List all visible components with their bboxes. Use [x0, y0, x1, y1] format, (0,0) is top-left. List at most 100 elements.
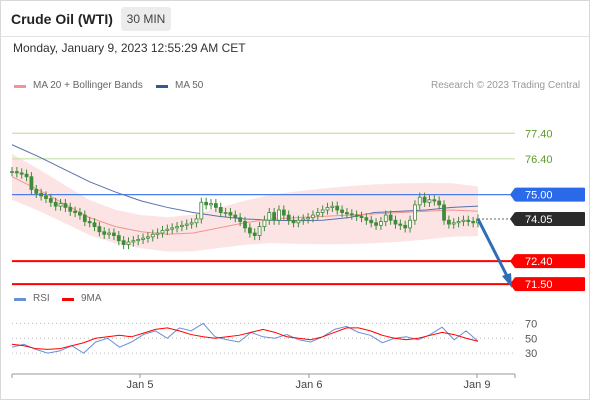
- candle-body: [116, 235, 121, 242]
- level-tag-75-00: [515, 187, 585, 202]
- candle-body: [213, 203, 218, 208]
- candle-body: [121, 240, 126, 245]
- candle-body: [262, 219, 267, 228]
- candle-body: [301, 218, 306, 221]
- candle-body: [403, 224, 408, 229]
- instrument-title: Crude Oil (WTI): [11, 11, 113, 27]
- candle-body: [417, 196, 422, 206]
- level-tag-74-05: [515, 211, 585, 226]
- timeframe-badge[interactable]: 30 MIN: [121, 7, 171, 31]
- candle-body: [170, 227, 175, 230]
- candle-body: [165, 228, 170, 231]
- candle-body: [141, 237, 145, 240]
- candle-body: [374, 222, 378, 226]
- level-tag-pointer: [510, 211, 515, 226]
- candle-body: [97, 226, 102, 233]
- level-label-77-40: 77.40: [525, 128, 553, 140]
- candle-body: [311, 214, 315, 219]
- candle-body: [296, 219, 301, 224]
- candle-body: [354, 214, 359, 217]
- candle-body: [160, 230, 165, 234]
- candle-body: [257, 226, 262, 236]
- candle-body: [218, 207, 223, 213]
- candle-body: [179, 224, 184, 228]
- candle-body: [24, 173, 29, 178]
- candle-body: [422, 196, 427, 203]
- candle-body: [209, 203, 213, 206]
- candle-body: [19, 172, 24, 175]
- level-label-74-05: 74.05: [525, 214, 553, 226]
- candle-body: [82, 214, 87, 222]
- legend-label-9ma: 9MA: [81, 293, 102, 304]
- level-tag-pointer: [510, 187, 515, 202]
- level-label-75-00: 75.00: [525, 190, 553, 202]
- rsi-tick-label: 50: [525, 333, 537, 345]
- level-tag-pointer: [510, 254, 515, 269]
- candle-body: [335, 205, 340, 211]
- legend-label-rsi: RSI: [33, 293, 50, 304]
- candle-body: [184, 223, 189, 226]
- bollinger-band: [12, 153, 478, 252]
- candle-body: [39, 192, 44, 197]
- level-tag-71-50: [515, 277, 585, 292]
- candle-body: [345, 212, 349, 215]
- candle-body: [398, 223, 403, 226]
- candle-body: [175, 226, 179, 229]
- candle-body: [223, 212, 228, 214]
- candle-body: [238, 217, 243, 222]
- legend-swatch-rsi: [14, 298, 26, 301]
- candle-body: [73, 210, 78, 213]
- candle-body: [393, 219, 398, 225]
- candle-body: [87, 221, 92, 224]
- candle-body: [446, 219, 451, 225]
- candle-body: [330, 205, 335, 208]
- candle-body: [466, 219, 471, 222]
- candle-body: [379, 221, 383, 226]
- candle-body: [102, 231, 107, 235]
- candle-body: [107, 232, 111, 235]
- candle-body: [34, 189, 39, 194]
- level-label-76-40: 76.40: [525, 154, 553, 166]
- legend-label-ma50: MA 50: [175, 80, 204, 91]
- rsi-tick-label: 70: [525, 318, 537, 330]
- forecast-arrow-head: [502, 273, 512, 288]
- candle-body: [315, 212, 320, 216]
- candle-body: [199, 201, 204, 220]
- candle-body: [29, 176, 34, 190]
- candle-body: [306, 217, 311, 220]
- x-tick-label: Jan 9: [464, 379, 491, 391]
- candle-body: [92, 222, 97, 228]
- candle-body: [432, 199, 437, 202]
- candle-body: [247, 227, 252, 234]
- candle-body: [281, 209, 286, 216]
- candle-body: [233, 214, 238, 219]
- candle-body: [340, 209, 344, 213]
- candle-body: [68, 207, 73, 212]
- candle-body: [437, 200, 442, 206]
- x-tick-label: Jan 6: [296, 379, 323, 391]
- legend-swatch-ma50: [156, 85, 168, 88]
- candle-body: [78, 212, 82, 216]
- candle-body: [189, 222, 194, 225]
- candle-body: [461, 219, 466, 222]
- candle-body: [44, 195, 48, 199]
- candle-body: [243, 221, 247, 229]
- candle-body: [471, 221, 476, 224]
- candle-body: [320, 209, 325, 213]
- level-tag-pointer: [510, 277, 515, 292]
- candle-body: [14, 171, 19, 174]
- candle-body: [267, 212, 272, 221]
- candle-body: [349, 213, 354, 216]
- candle-body: [146, 236, 150, 239]
- candle-body: [10, 171, 14, 174]
- candle-body: [325, 207, 330, 211]
- candle-body: [53, 201, 58, 207]
- legend-swatch-ma20: [14, 85, 26, 88]
- level-tag-72-40: [515, 254, 585, 269]
- candle-body: [277, 209, 281, 221]
- candle-body: [131, 240, 136, 243]
- candle-body: [252, 232, 257, 236]
- candle-body: [442, 204, 446, 221]
- rsi-tick-label: 30: [525, 348, 537, 360]
